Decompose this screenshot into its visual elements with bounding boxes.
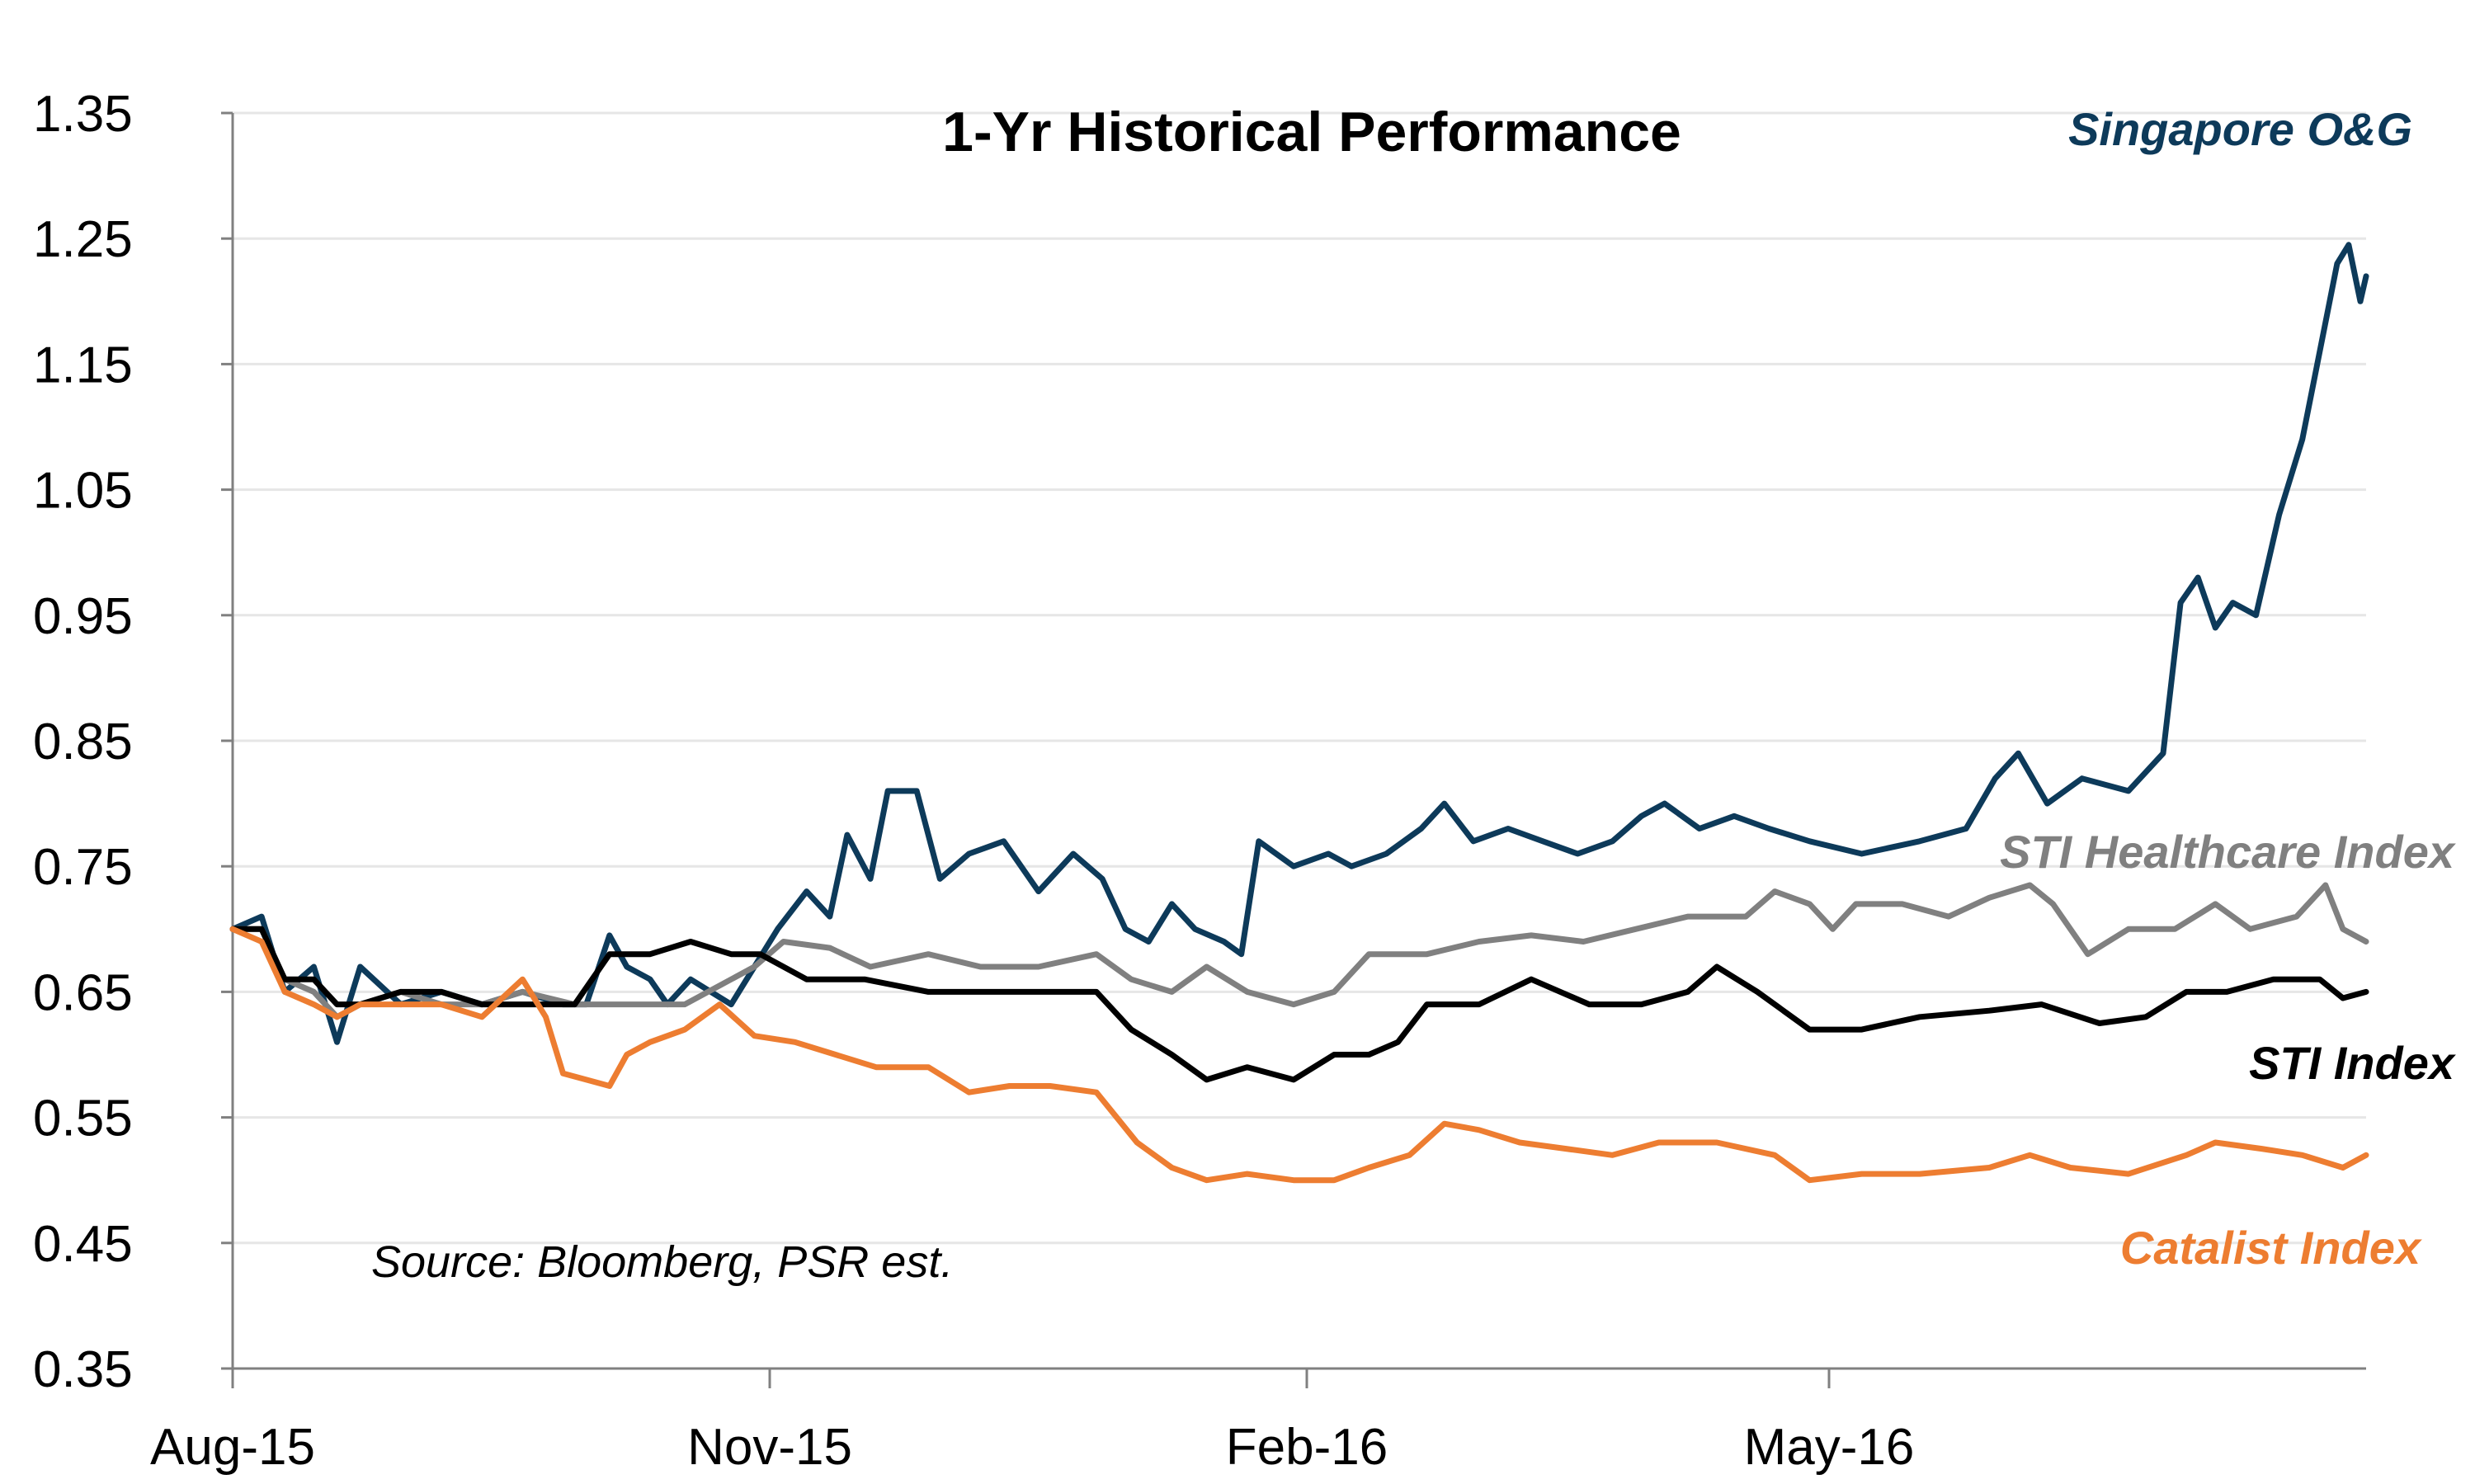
series-labels: Singapore O&G STI Healthcare Index STI Ind… bbox=[2000, 103, 2457, 1274]
y-tick-label: 0.65 bbox=[33, 964, 133, 1021]
y-tick-label: 0.35 bbox=[33, 1341, 133, 1398]
y-tick-label: 0.95 bbox=[33, 588, 133, 645]
y-tick-label: 0.45 bbox=[33, 1216, 133, 1273]
y-axis-ticks: 0.35 0.45 0.55 0.65 0.75 0.85 0.95 1.05 1.15 1.25… bbox=[33, 86, 233, 1398]
series-label-3: Catalist Index bbox=[2120, 1222, 2423, 1274]
x-tick-label: Feb-16 bbox=[1226, 1419, 1388, 1476]
chart-source: Source: Bloomberg, PSR est. bbox=[371, 1237, 953, 1287]
y-tick-label: 1.05 bbox=[33, 463, 133, 520]
x-tick-label: Aug-15 bbox=[150, 1419, 315, 1476]
y-tick-label: 0.75 bbox=[33, 839, 133, 896]
x-tick-label: Nov-15 bbox=[687, 1419, 852, 1476]
series-label-1: STI Healthcare Index bbox=[2000, 826, 2457, 878]
x-tick-label: May-16 bbox=[1744, 1419, 1915, 1476]
series-label-0: Singapore O&G bbox=[2068, 103, 2412, 155]
chart-title: 1-Yr Historical Performance bbox=[942, 101, 1681, 163]
y-tick-label: 0.85 bbox=[33, 714, 133, 770]
y-tick-label: 1.25 bbox=[33, 211, 133, 268]
series-line-1 bbox=[229, 882, 2369, 1020]
y-tick-label: 1.15 bbox=[33, 337, 133, 393]
y-tick-label: 1.35 bbox=[33, 86, 133, 143]
series-lines bbox=[229, 242, 2369, 1184]
y-tick-label: 0.55 bbox=[33, 1091, 133, 1147]
series-line-3 bbox=[229, 926, 2369, 1184]
x-axis-ticks: Aug-15 Nov-15 Feb-16 May-16 bbox=[150, 1369, 1914, 1476]
series-label-2: STI Index bbox=[2249, 1037, 2457, 1089]
